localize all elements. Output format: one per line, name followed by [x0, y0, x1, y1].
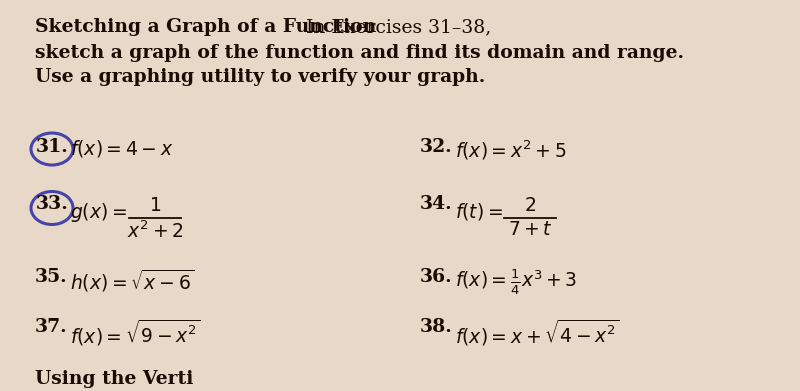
Text: 35.: 35.	[35, 268, 68, 286]
Text: $x^2 + 2$: $x^2 + 2$	[127, 221, 183, 242]
Text: 34.: 34.	[420, 195, 453, 213]
Text: $h(x) = \sqrt{x - 6}$: $h(x) = \sqrt{x - 6}$	[70, 268, 194, 294]
Text: $g(x) =$: $g(x) =$	[70, 201, 127, 224]
Text: $f(x) = 4 - x$: $f(x) = 4 - x$	[70, 138, 174, 159]
Text: $f(x) = x + \sqrt{4 - x^2}$: $f(x) = x + \sqrt{4 - x^2}$	[455, 318, 620, 348]
Text: 32.: 32.	[420, 138, 453, 156]
Text: Using the Verti: Using the Verti	[35, 370, 194, 388]
Text: 37.: 37.	[35, 318, 68, 336]
Text: $1$: $1$	[149, 197, 161, 215]
Text: $7 + t$: $7 + t$	[507, 221, 553, 239]
Text: 38.: 38.	[420, 318, 453, 336]
Text: 36.: 36.	[420, 268, 453, 286]
Text: $f(x) = \frac{1}{4}x^3 + 3$: $f(x) = \frac{1}{4}x^3 + 3$	[455, 268, 578, 298]
Text: In Exercises 31–38,: In Exercises 31–38,	[294, 18, 492, 36]
Text: 33.: 33.	[36, 195, 69, 213]
Text: Use a graphing utility to verify your graph.: Use a graphing utility to verify your gr…	[35, 68, 486, 86]
Text: $f(x) = \sqrt{9 - x^2}$: $f(x) = \sqrt{9 - x^2}$	[70, 318, 201, 348]
Text: $f(x) = x^2 + 5$: $f(x) = x^2 + 5$	[455, 138, 566, 161]
Text: sketch a graph of the function and find its domain and range.: sketch a graph of the function and find …	[35, 44, 684, 62]
Text: Sketching a Graph of a Function: Sketching a Graph of a Function	[35, 18, 376, 36]
Text: $f(t) =$: $f(t) =$	[455, 201, 503, 222]
Text: 31.: 31.	[36, 138, 69, 156]
Text: $2$: $2$	[524, 197, 536, 215]
